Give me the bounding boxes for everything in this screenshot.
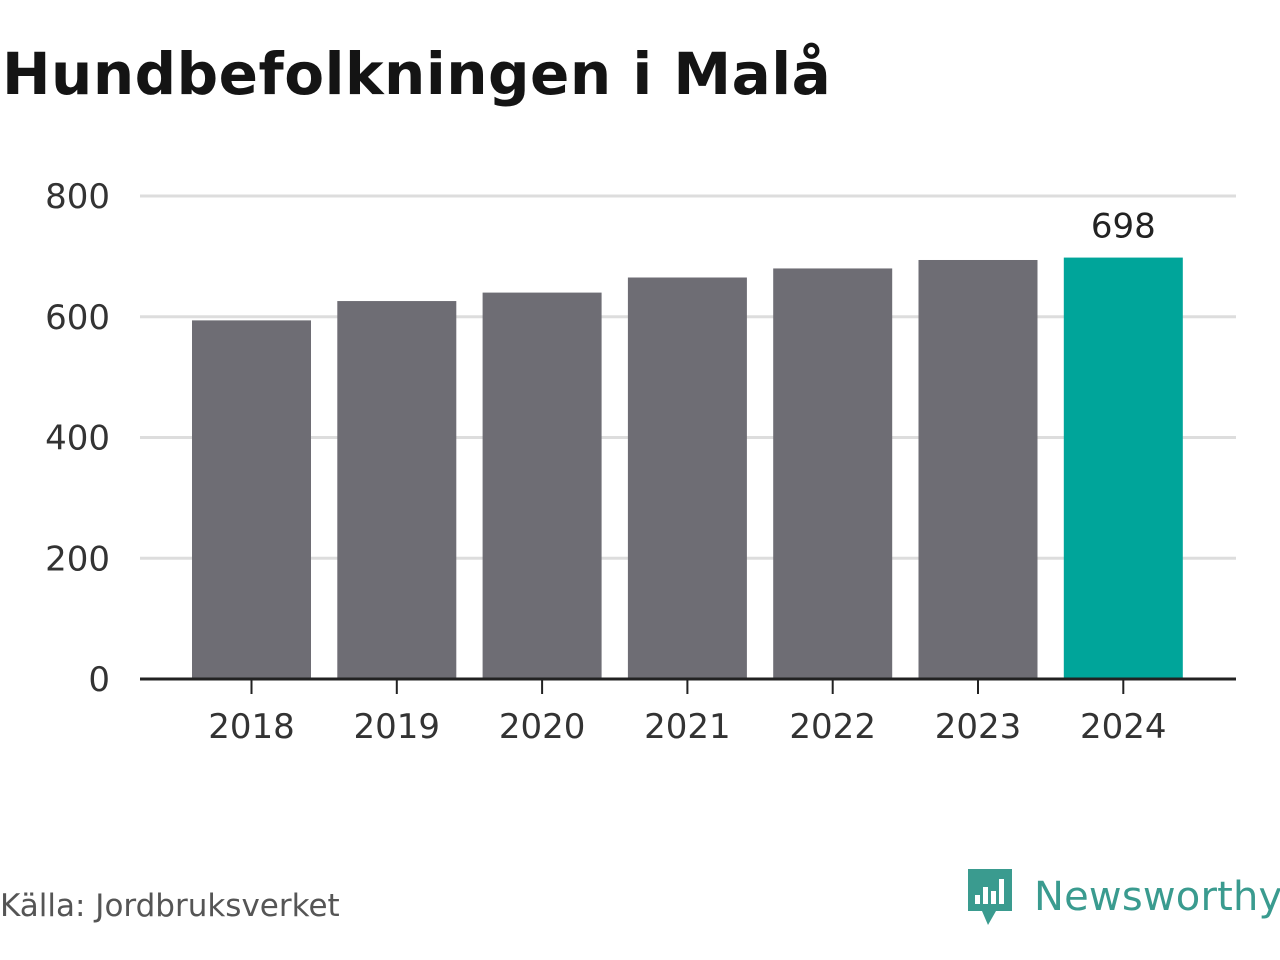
bar-2019: [337, 301, 457, 679]
bar-2024: [1063, 257, 1183, 679]
x-axis: [140, 677, 1236, 694]
y-tick-label: 800: [45, 177, 110, 217]
brand-name: Newsworthy: [1034, 874, 1280, 920]
x-tick-label: 2021: [644, 707, 731, 747]
bar-2021: [627, 277, 747, 679]
chart-title: Hundbefolkningen i Malå: [2, 40, 832, 108]
bar-2018: [192, 320, 311, 679]
x-tick-label: 2024: [1080, 707, 1167, 747]
x-tick-label: 2019: [354, 707, 441, 747]
brand-logo: Newsworthy: [964, 862, 1280, 932]
data-label-2024: 698: [1091, 207, 1156, 247]
x-tick-label: 2018: [208, 707, 295, 747]
x-tick-label: 2022: [789, 707, 876, 747]
newsworthy-logo-icon: [968, 869, 1012, 925]
bar-2022: [773, 268, 893, 679]
y-tick-label: 0: [88, 660, 110, 700]
y-tick-label: 400: [45, 419, 110, 459]
bars: [192, 257, 1183, 679]
source-note: Källa: Jordbruksverket: [0, 888, 340, 924]
data-labels: 698: [1091, 207, 1156, 247]
x-tick-label: 2023: [935, 707, 1022, 747]
x-tick-labels: 2018 2019 2020 2021 2022 2023 2024: [208, 707, 1166, 747]
x-tick-label: 2020: [499, 707, 586, 747]
y-tick-label: 200: [45, 539, 110, 579]
bar-2023: [918, 259, 1038, 679]
y-tick-labels: 0 200 400 600 800: [45, 177, 110, 700]
y-tick-label: 600: [45, 298, 110, 338]
bar-2020: [482, 292, 602, 679]
